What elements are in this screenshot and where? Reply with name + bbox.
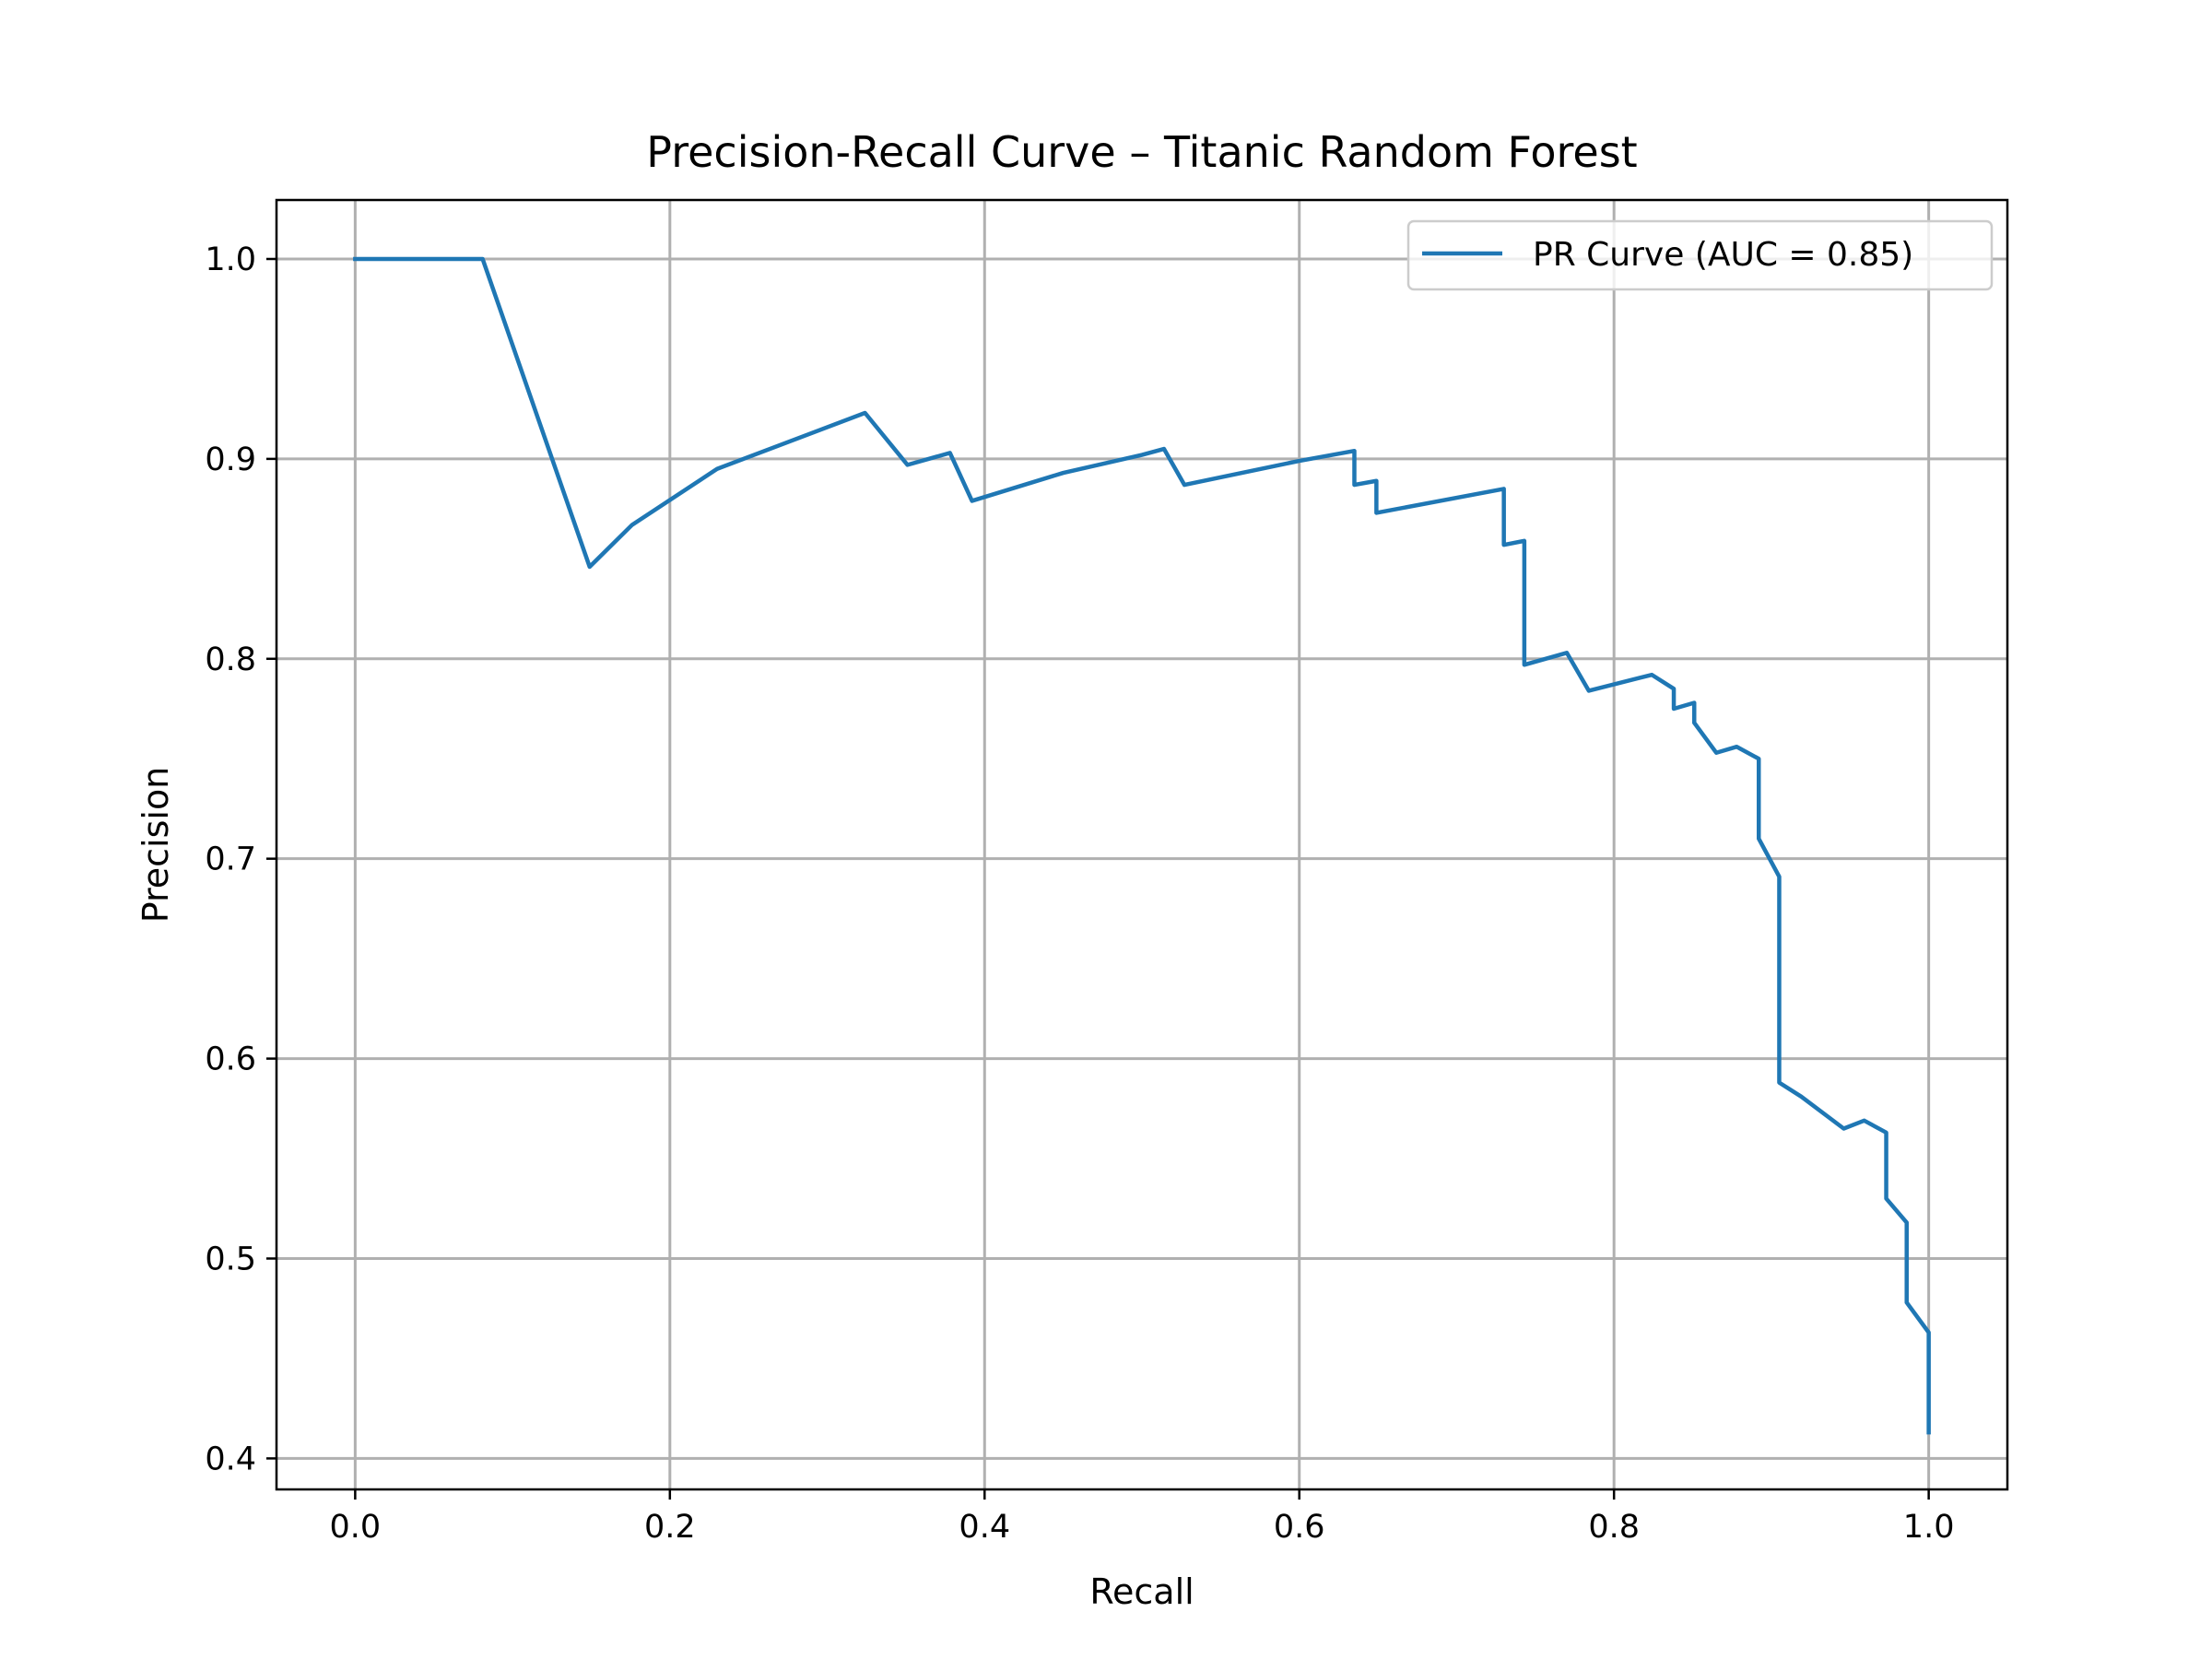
y-tick-label: 1.0 bbox=[205, 241, 256, 278]
chart-title: Precision-Recall Curve – Titanic Random … bbox=[646, 127, 1637, 177]
pr-curve-line bbox=[353, 256, 1931, 1435]
x-tick-label: 0.6 bbox=[1274, 1509, 1325, 1546]
x-tick-label: 0.4 bbox=[959, 1509, 1010, 1546]
y-tick-label: 0.6 bbox=[205, 1041, 256, 1078]
legend: PR Curve (AUC = 0.85) bbox=[1406, 219, 1994, 291]
x-tick-label: 0.8 bbox=[1588, 1509, 1640, 1546]
legend-box bbox=[1406, 219, 1994, 291]
grid-layer bbox=[276, 200, 2007, 1489]
x-tick-label: 1.0 bbox=[1903, 1509, 1955, 1546]
y-tick-label: 0.7 bbox=[205, 841, 256, 878]
x-axis-label: Recall bbox=[1089, 1571, 1194, 1612]
ticks-layer: 0.0 0.2 0.4 0.6 0.8 1.0 0.4 0.5 0.6 0.7 0.8 0.9 1.0 bbox=[205, 241, 1954, 1546]
legend-label: PR Curve (AUC = 0.85) bbox=[1533, 236, 1913, 274]
y-axis-label: Precision bbox=[135, 767, 176, 924]
series-layer bbox=[353, 256, 1931, 1435]
y-tick-label: 0.8 bbox=[205, 641, 256, 678]
y-tick-label: 0.4 bbox=[205, 1441, 256, 1477]
y-tick-label: 0.5 bbox=[205, 1241, 256, 1277]
axes-frame bbox=[275, 198, 2009, 1491]
y-tick-label: 0.9 bbox=[205, 441, 256, 478]
x-tick-label: 0.0 bbox=[330, 1509, 382, 1546]
x-tick-label: 0.2 bbox=[644, 1509, 696, 1546]
